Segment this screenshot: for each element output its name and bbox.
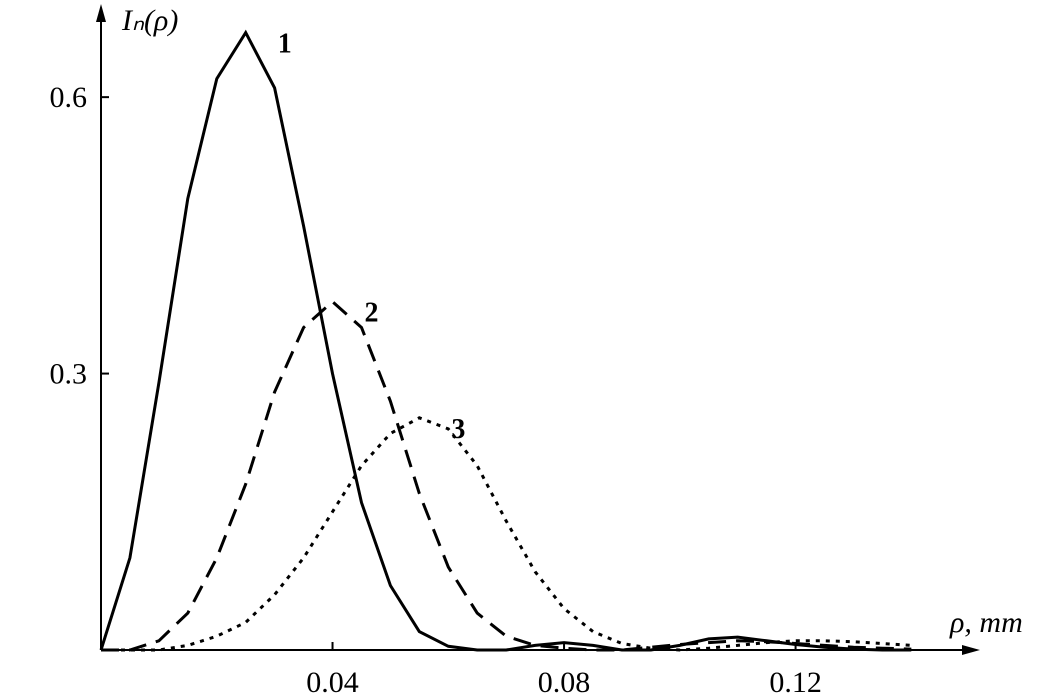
series-label: 2	[365, 298, 379, 329]
series-line	[101, 299, 912, 652]
y-axis-label: Iₙ(ρ)	[121, 4, 178, 37]
series-label: 1	[278, 29, 292, 60]
y-tick-label: 0.6	[50, 81, 88, 114]
series-label: 3	[451, 414, 465, 445]
x-arrow	[962, 645, 980, 655]
x-tick-label: 0.12	[769, 666, 822, 699]
y-arrow	[96, 4, 106, 22]
x-tick-label: 0.04	[306, 666, 359, 699]
series-line	[99, 29, 912, 652]
y-tick-label: 0.3	[50, 358, 88, 391]
series-line	[101, 416, 912, 652]
x-tick-label: 0.08	[538, 666, 591, 699]
x-axis-label: ρ, mm	[949, 606, 1023, 639]
